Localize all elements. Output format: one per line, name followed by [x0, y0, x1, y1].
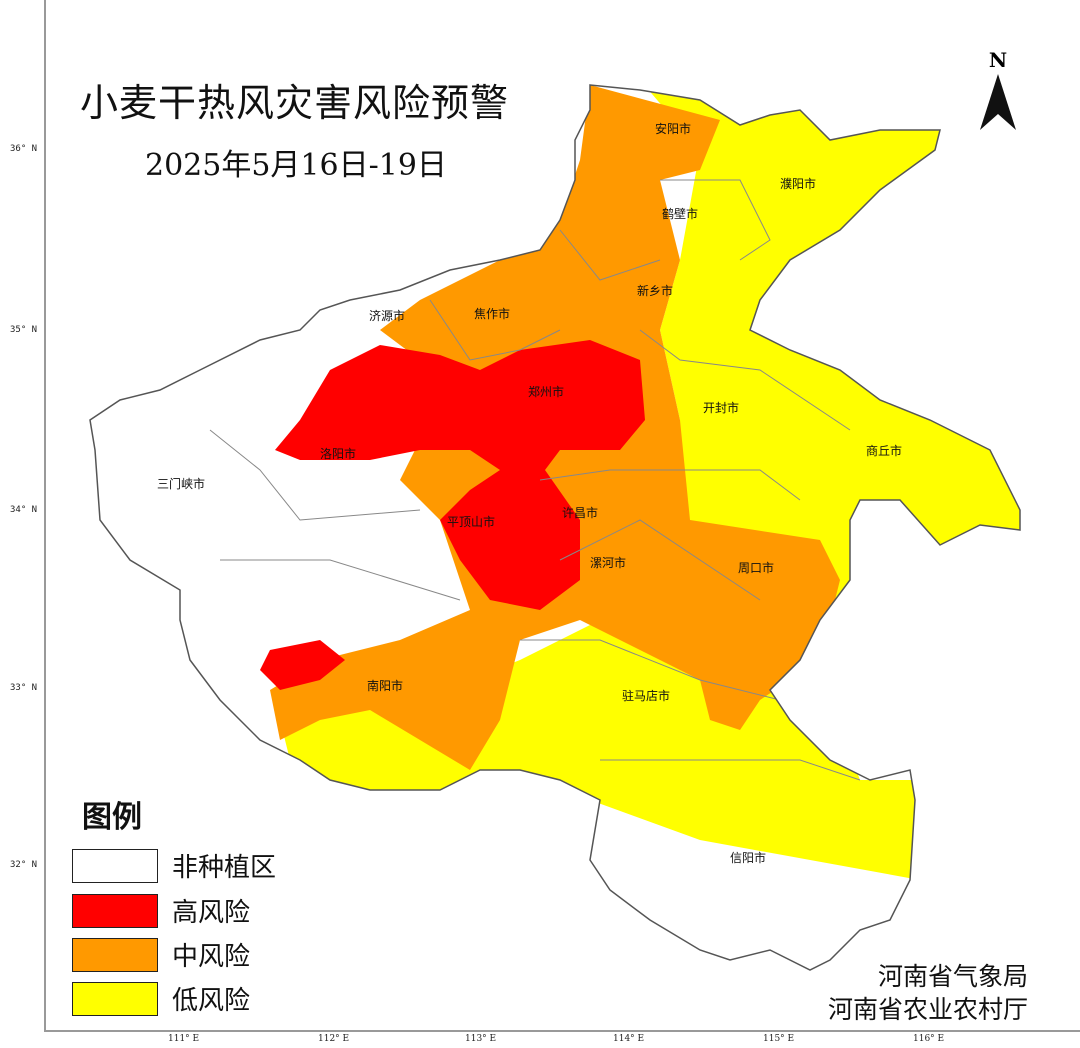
legend-label: 非种植区 [172, 853, 277, 883]
city-label: 鹤壁市 [662, 206, 698, 221]
city-label: 濮阳市 [780, 176, 816, 191]
map-subtitle: 2025年5月16日-19日 [145, 148, 447, 183]
lon-label: 116° E [913, 1034, 945, 1044]
city-label: 商丘市 [866, 443, 902, 458]
lon-label: 112° E [318, 1034, 350, 1044]
map-frame [44, 0, 1080, 1032]
north-label: N [988, 48, 1008, 72]
city-label: 周口市 [738, 560, 774, 575]
legend-label: 低风险 [172, 986, 251, 1016]
lon-label: 115° E [763, 1034, 795, 1044]
legend-item-low-risk: 低风险 [72, 980, 250, 1017]
lon-label: 111° E [168, 1034, 200, 1044]
lon-label: 114° E [613, 1034, 645, 1044]
lat-label: 33° N [10, 683, 38, 693]
legend-item-non-planting: 非种植区 [72, 847, 276, 884]
legend-label: 高风险 [172, 898, 251, 928]
city-label: 漯河市 [590, 555, 626, 570]
city-label: 济源市 [369, 308, 405, 323]
city-label: 平顶山市 [447, 514, 495, 529]
city-label: 安阳市 [655, 121, 691, 136]
high-risk-zone-southwest [260, 640, 345, 690]
north-arrow-icon [980, 74, 1016, 130]
city-label: 焦作市 [474, 306, 510, 321]
city-label: 南阳市 [367, 678, 403, 693]
legend-swatch [72, 981, 158, 1016]
city-label: 驻马店市 [622, 688, 670, 703]
city-label: 许昌市 [562, 505, 598, 520]
city-label: 新乡市 [637, 283, 673, 298]
legend-item-medium-risk: 中风险 [72, 936, 250, 973]
city-label: 郑州市 [528, 384, 564, 399]
lat-label: 32° N [10, 860, 38, 870]
map-title: 小麦干热风灾害风险预警 [80, 81, 510, 125]
city-labels: 安阳市 濮阳市 鹤壁市 新乡市 济源市 焦作市 郑州市 开封市 商丘市 洛阳市 … [157, 121, 902, 865]
legend-title: 图例 [82, 800, 142, 835]
legend-label: 中风险 [172, 942, 251, 972]
credit-agriculture-department: 河南省农业农村厅 [827, 995, 1028, 1024]
city-label: 洛阳市 [320, 446, 356, 461]
lat-label: 36° N [10, 144, 38, 154]
high-risk-zone [275, 340, 645, 610]
city-label: 开封市 [703, 400, 739, 415]
legend-swatch [72, 848, 158, 883]
legend-swatch [72, 893, 158, 928]
lat-label: 34° N [10, 505, 38, 515]
legend-swatch [72, 937, 158, 972]
city-label: 三门峡市 [157, 476, 205, 491]
lon-label: 113° E [465, 1034, 497, 1044]
north-arrow: N [978, 48, 1018, 136]
city-boundaries [209, 179, 861, 781]
lat-label: 35° N [10, 325, 38, 335]
city-label: 信阳市 [730, 850, 766, 865]
legend-item-high-risk: 高风险 [72, 892, 250, 929]
credit-meteorological-bureau: 河南省气象局 [877, 962, 1028, 991]
